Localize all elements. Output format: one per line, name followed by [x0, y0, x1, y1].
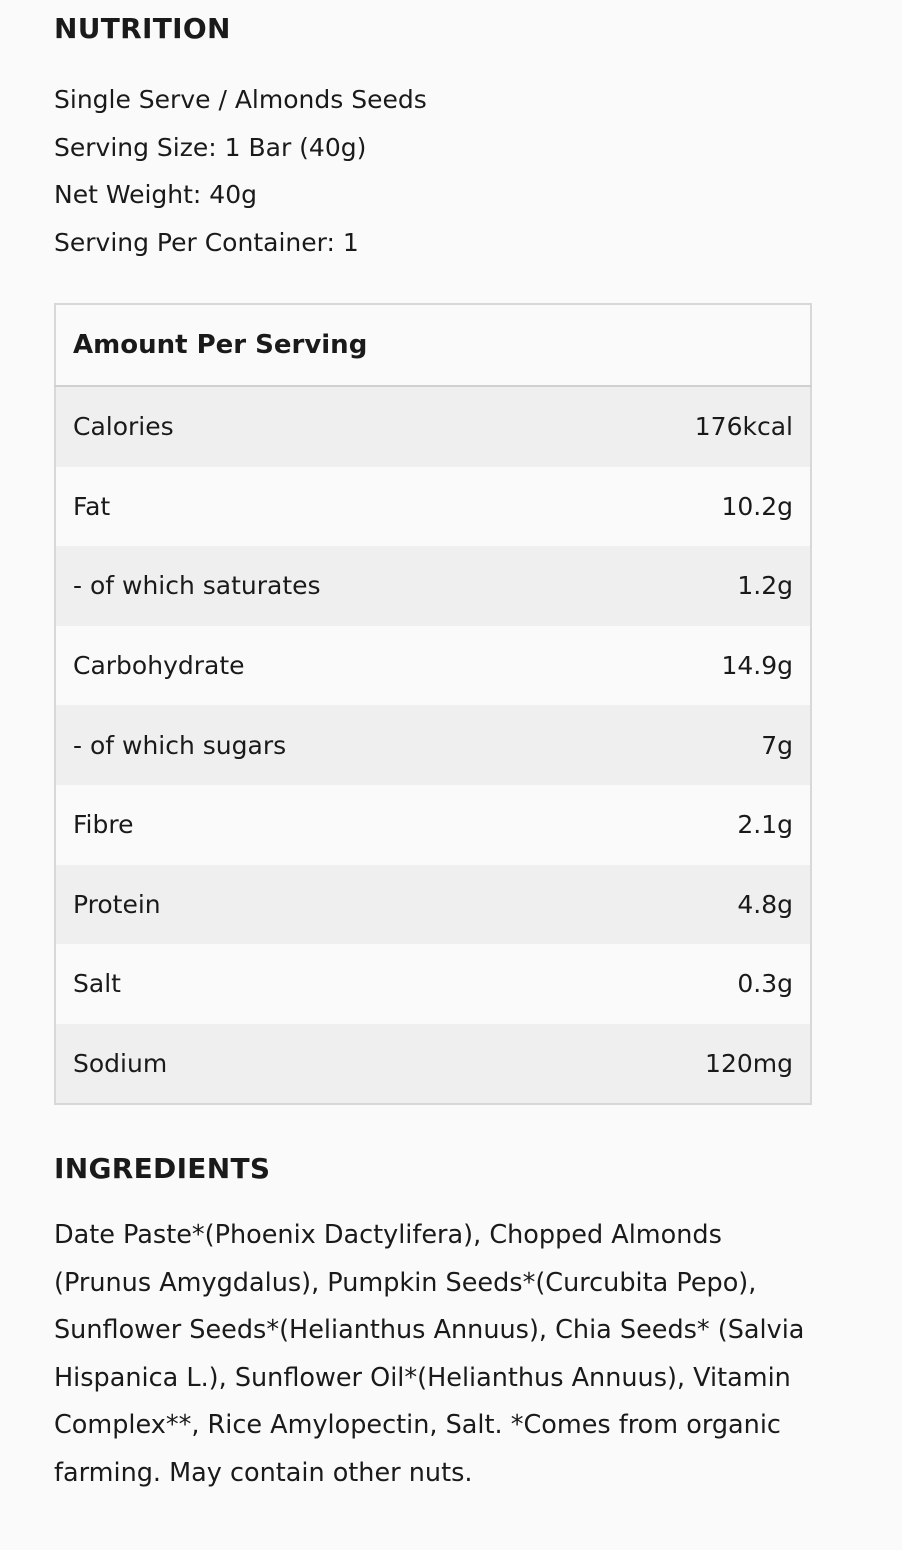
detail-line: Serving Per Container: 1 — [54, 228, 359, 258]
nutrient-row: - of which saturates 1.2g — [55, 546, 811, 626]
nutrient-row: Protein 4.8g — [55, 864, 811, 945]
nutrient-name: Protein — [55, 864, 569, 945]
nutrient-name: Sodium — [55, 1023, 569, 1105]
section-title: INGREDIENTS — [54, 1152, 271, 1185]
nutrient-row: Fat 10.2g — [55, 466, 811, 547]
nutrient-name: Fibre — [55, 784, 569, 865]
nutrient-value: 0.3g — [568, 944, 811, 1024]
nutrient-row: Carbohydrate 14.9g — [55, 625, 811, 706]
nutrient-name: Calories — [55, 386, 569, 467]
nutrient-name: Salt — [55, 944, 569, 1024]
nutrient-value: 4.8g — [568, 864, 811, 945]
table-header: Amount Per Serving — [55, 304, 811, 387]
nutrient-value: 176kcal — [568, 386, 811, 467]
nutrient-name: Carbohydrate — [55, 625, 569, 706]
nutrient-row: Calories 176kcal — [55, 386, 811, 467]
nutrient-value: 7g — [568, 705, 811, 785]
nutrient-row: Salt 0.3g — [55, 944, 811, 1024]
nutrient-row: Sodium 120mg — [55, 1023, 811, 1105]
nutrition-table: Amount Per Serving Calories 176kcal Fat 10.… — [54, 303, 812, 1106]
nutrient-name: Fat — [55, 466, 569, 547]
nutrient-value: 2.1g — [568, 784, 811, 865]
nutrient-name: - of which saturates — [55, 546, 569, 626]
nutrient-value: 14.9g — [568, 625, 811, 706]
nutrient-value: 1.2g — [568, 546, 811, 626]
header-row: Amount Per Serving — [55, 304, 811, 387]
detail-line: Serving Size: 1 Bar (40g) — [54, 132, 367, 162]
nutrient-row: - of which sugars 7g — [55, 705, 811, 785]
section-title: NUTRITION — [54, 12, 231, 45]
nutrient-value: 10.2g — [568, 466, 811, 547]
detail-line: Single Serve / Almonds Seeds — [54, 85, 427, 114]
nutrient-value: 120mg — [568, 1023, 811, 1105]
detail-line: Net Weight: 40g — [54, 180, 257, 210]
nutrient-row: Fibre 2.1g — [55, 784, 811, 865]
nutrient-name: - of which sugars — [55, 705, 569, 785]
ingredients-text: Date Paste*(Phoenix Dactylifera), Choppe… — [54, 1220, 805, 1488]
details: Single Serve / Almonds Seeds Serving Size… — [54, 76, 427, 267]
